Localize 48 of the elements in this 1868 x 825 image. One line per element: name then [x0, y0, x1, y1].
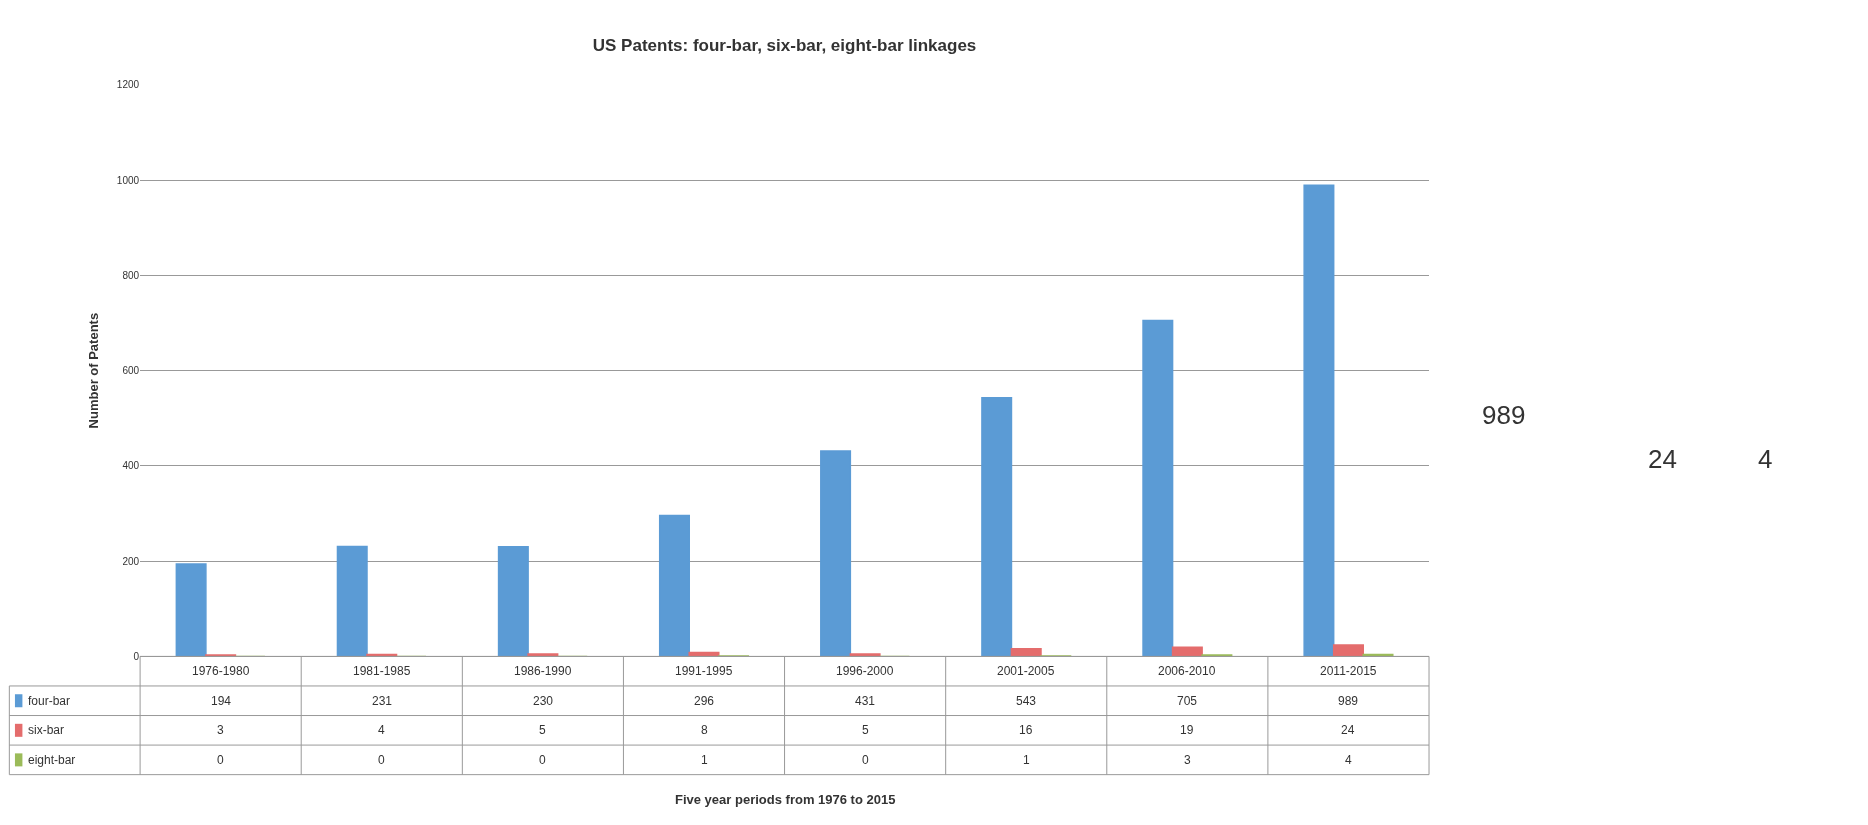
x-tick-label: 1986-1990 — [514, 664, 572, 678]
y-tick-label: 600 — [122, 365, 140, 377]
data-label: 4 — [1345, 753, 1352, 767]
text: 4 — [1758, 444, 1773, 474]
data-label: 5 — [862, 723, 869, 737]
data-label: 1 — [1023, 753, 1030, 767]
data-label: 231 — [372, 694, 393, 708]
x-tick-label: 1981-1985 — [353, 664, 411, 678]
data-label: 1 — [701, 753, 708, 767]
data-label: 230 — [533, 694, 554, 708]
data-label: 194 — [211, 694, 232, 708]
x-tick-label: 2006-2010 — [1158, 664, 1216, 678]
legend-label: eight-bar — [28, 753, 76, 767]
data-label: 989 — [1338, 694, 1359, 708]
x-tick-label: 2001-2005 — [997, 664, 1055, 678]
y-tick-label: 400 — [122, 460, 140, 472]
data-label: 4 — [378, 723, 385, 737]
text: Five year periods from 1976 to 2015 — [675, 792, 896, 807]
legend-label: four-bar — [28, 694, 71, 708]
data-label: 24 — [1341, 723, 1355, 737]
data-label: 0 — [217, 753, 224, 767]
chart-title: US Patents: four-bar, six-bar, eight-bar linkages — [592, 35, 977, 55]
data-label: 0 — [378, 753, 385, 767]
data-label: 3 — [1184, 753, 1191, 767]
data-label: 5 — [539, 723, 546, 737]
x-tick-label: 1991-1995 — [675, 664, 733, 678]
data-label: 3 — [217, 723, 224, 737]
y-tick-label: 0 — [133, 650, 140, 662]
text: 24 — [1648, 444, 1677, 474]
y-tick-label: 800 — [122, 269, 140, 281]
data-label: 8 — [701, 723, 708, 737]
y-tick-label: 1000 — [116, 174, 140, 186]
y-tick-label: 1200 — [116, 79, 140, 91]
x-tick-label: 1976-1980 — [192, 664, 250, 678]
x-tick-label: 2011-2015 — [1320, 664, 1377, 678]
data-label: 543 — [1016, 694, 1037, 708]
x-tick-label: 1996-2000 — [836, 664, 894, 678]
text: 989 — [1482, 400, 1526, 430]
data-label: 296 — [694, 694, 715, 708]
y-tick-label: 200 — [122, 555, 140, 567]
data-label: 0 — [862, 753, 869, 767]
data-label: 16 — [1019, 723, 1033, 737]
data-label: 431 — [855, 694, 876, 708]
data-label: 0 — [539, 753, 546, 767]
data-label: 19 — [1180, 723, 1194, 737]
legend-label: six-bar — [28, 723, 65, 737]
data-label: 705 — [1177, 694, 1198, 708]
y-axis-title: Number of Patents — [85, 312, 101, 429]
